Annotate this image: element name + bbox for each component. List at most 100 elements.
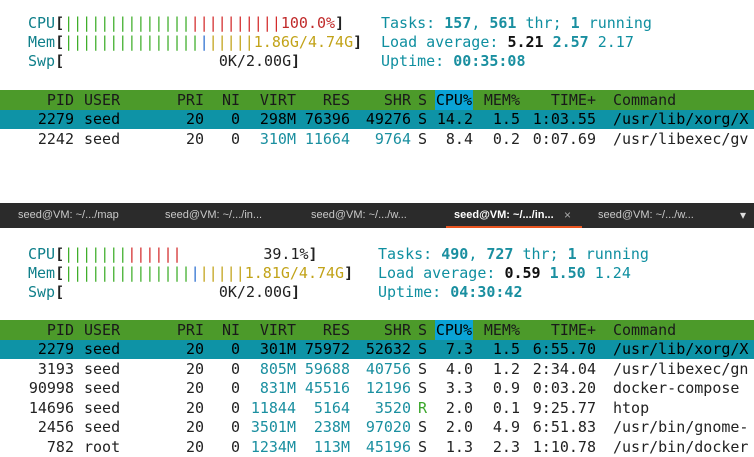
cell-state: S: [418, 129, 428, 148]
table-row[interactable]: 14696 seed 20 0 11844 5164 3520 R 2.0 0.1 9:25.77 h…: [0, 399, 754, 418]
column-header-shr[interactable]: SHR: [383, 91, 411, 109]
column-header-pri[interactable]: PRI: [176, 321, 204, 339]
top-info: Tasks: 157, 561 thr; 1 running Load aver…: [381, 14, 652, 71]
cell-pri: 20: [185, 437, 204, 456]
column-header-state[interactable]: S: [418, 91, 428, 109]
cell-ni: 0: [230, 110, 240, 128]
column-header-pri[interactable]: PRI: [176, 91, 204, 109]
column-header-command[interactable]: Command: [613, 321, 677, 339]
bottom-info: Tasks: 490, 727 thr; 1 running Load aver…: [378, 245, 649, 302]
column-header-user[interactable]: USER: [84, 321, 121, 339]
cell-state: S: [418, 359, 428, 378]
column-header-shr[interactable]: SHR: [383, 321, 411, 339]
cell-cpu: 2.0: [445, 398, 473, 417]
load-line: Load average: 5.21 2.57 2.17: [381, 33, 634, 51]
cell-user: root: [84, 437, 121, 456]
process-table-header[interactable]: PID USER PRI NI VIRT RES SHR S CPU% MEM% TIME+ Comm…: [0, 320, 754, 341]
cell-shr: 40756: [365, 359, 411, 378]
column-header-state[interactable]: S: [418, 321, 428, 339]
column-header-pid[interactable]: PID: [46, 321, 74, 339]
bottom-htop-panel: CPU[||||||||||||| 39.1%] Mem[||||||||||||…: [0, 232, 754, 457]
tab-5[interactable]: seed@VM: ~/.../w...: [598, 209, 694, 221]
cell-shr: 52632: [365, 340, 411, 358]
column-header-res[interactable]: RES: [322, 91, 350, 109]
column-header-res[interactable]: RES: [322, 321, 350, 339]
cell-command: htop: [613, 398, 650, 417]
column-header-mem[interactable]: MEM%: [483, 91, 520, 109]
cell-state: S: [418, 418, 428, 436]
cell-res: 45516: [304, 379, 350, 397]
swp-value: 0K/2.00G: [218, 283, 292, 301]
cell-pid: 2242: [37, 129, 74, 148]
cell-time: 1:10.78: [532, 437, 596, 456]
column-header-time[interactable]: TIME+: [550, 321, 596, 339]
close-tab-icon[interactable]: ×: [564, 208, 572, 222]
cell-command: /usr/lib/xorg/X: [613, 110, 749, 128]
column-header-command[interactable]: Command: [613, 91, 677, 109]
tab-3[interactable]: seed@VM: ~/.../w...: [311, 209, 407, 221]
cell-time: 0:07.69: [532, 129, 596, 148]
tab-2[interactable]: seed@VM: ~/.../in...: [165, 209, 263, 221]
cell-virt: 11844: [250, 398, 296, 417]
cell-time: 6:51.83: [532, 418, 596, 436]
cell-state: S: [418, 110, 428, 128]
cell-ni: 0: [230, 359, 240, 378]
tasks-line: Tasks: 157, 561 thr; 1 running: [381, 14, 652, 32]
cell-user: seed: [84, 110, 121, 128]
cell-ni: 0: [230, 129, 240, 148]
cell-time: 6:55.70: [532, 340, 596, 358]
cell-cpu: 2.0: [445, 418, 473, 436]
cell-res: 5164: [313, 398, 350, 417]
table-row[interactable]: 3193 seed 20 0 805M 59688 40756 S 4.0 1.2 2:34.04 /…: [0, 360, 754, 379]
cell-time: 0:03.20: [532, 379, 596, 397]
column-header-user[interactable]: USER: [84, 91, 121, 109]
table-row[interactable]: 90998 seed 20 0 831M 45516 12196 S 3.3 0.9 0:03.20…: [0, 379, 754, 398]
cell-mem: 0.1: [492, 398, 520, 417]
column-header-cpu[interactable]: CPU%: [434, 90, 473, 111]
tab-4-active[interactable]: seed@VM: ~/.../in...: [446, 203, 582, 228]
cell-shr: 9764: [374, 129, 411, 148]
cell-user: seed: [84, 359, 121, 378]
cell-command: /usr/libexec/gn: [613, 359, 749, 378]
column-header-ni[interactable]: NI: [221, 321, 240, 339]
cell-command: /usr/libexec/gv: [613, 129, 749, 148]
cell-state: S: [418, 340, 428, 358]
cell-mem: 4.9: [492, 418, 520, 436]
cell-user: seed: [84, 129, 121, 148]
cell-pid: 90998: [28, 379, 74, 397]
cell-pid: 3193: [37, 359, 74, 378]
cell-cpu: 7.3: [445, 340, 473, 358]
cell-command: /usr/bin/docker: [613, 437, 749, 456]
column-header-time[interactable]: TIME+: [550, 91, 596, 109]
cell-pri: 20: [185, 340, 204, 358]
cell-shr: 97020: [365, 418, 411, 436]
tab-1[interactable]: seed@VM: ~/.../map: [18, 209, 119, 221]
cell-mem: 1.2: [492, 359, 520, 378]
cell-res: 76396: [304, 110, 350, 128]
column-header-pid[interactable]: PID: [46, 91, 74, 109]
tab-menu-icon[interactable]: ▾: [740, 208, 747, 222]
process-table-header[interactable]: PID USER PRI NI VIRT RES SHR S CPU% MEM% TIME+ Comm…: [0, 90, 754, 111]
cell-mem: 0.2: [492, 129, 520, 148]
cell-res: 238M: [313, 418, 350, 436]
cpu-meter: CPU[||||||||||||| 39.1%]: [28, 245, 318, 263]
column-header-cpu[interactable]: CPU%: [434, 320, 473, 341]
table-row-selected[interactable]: 2279 seed 20 0 301M 75972 52632 S 7.3 1.5 6:55.70 /…: [0, 340, 754, 359]
top-meters: CPU[||||||||||||||||||||||||100.0%] Mem[…: [28, 14, 362, 71]
cell-shr: 45196: [365, 437, 411, 456]
table-row-selected[interactable]: 2279 seed 20 0 298M 76396 49276 S 14.2 1.5 1:03.55…: [0, 110, 754, 129]
cell-cpu: 14.2: [436, 110, 473, 128]
cell-time: 2:34.04: [532, 359, 596, 378]
table-row[interactable]: 782 root 20 0 1234M 113M 45196 S 1.3 2.3 1:10.78/u…: [0, 438, 754, 457]
cell-pri: 20: [185, 379, 204, 397]
column-header-ni[interactable]: NI: [221, 91, 240, 109]
mem-value: 1.86G/4.74G: [253, 33, 354, 51]
column-header-virt[interactable]: VIRT: [259, 321, 296, 339]
column-header-virt[interactable]: VIRT: [259, 91, 296, 109]
cell-time: 9:25.77: [532, 398, 596, 417]
cell-res: 113M: [313, 437, 350, 456]
table-row[interactable]: 2242 seed 20 0 310M 11664 9764 S 8.4 0.2 0:07.69/u…: [0, 130, 754, 149]
table-row[interactable]: 2456 seed 20 0 3501M 238M 97020 S 2.0 4.9 6:51.83 /…: [0, 418, 754, 437]
cpu-value: 100.0%: [280, 14, 336, 32]
column-header-mem[interactable]: MEM%: [483, 321, 520, 339]
